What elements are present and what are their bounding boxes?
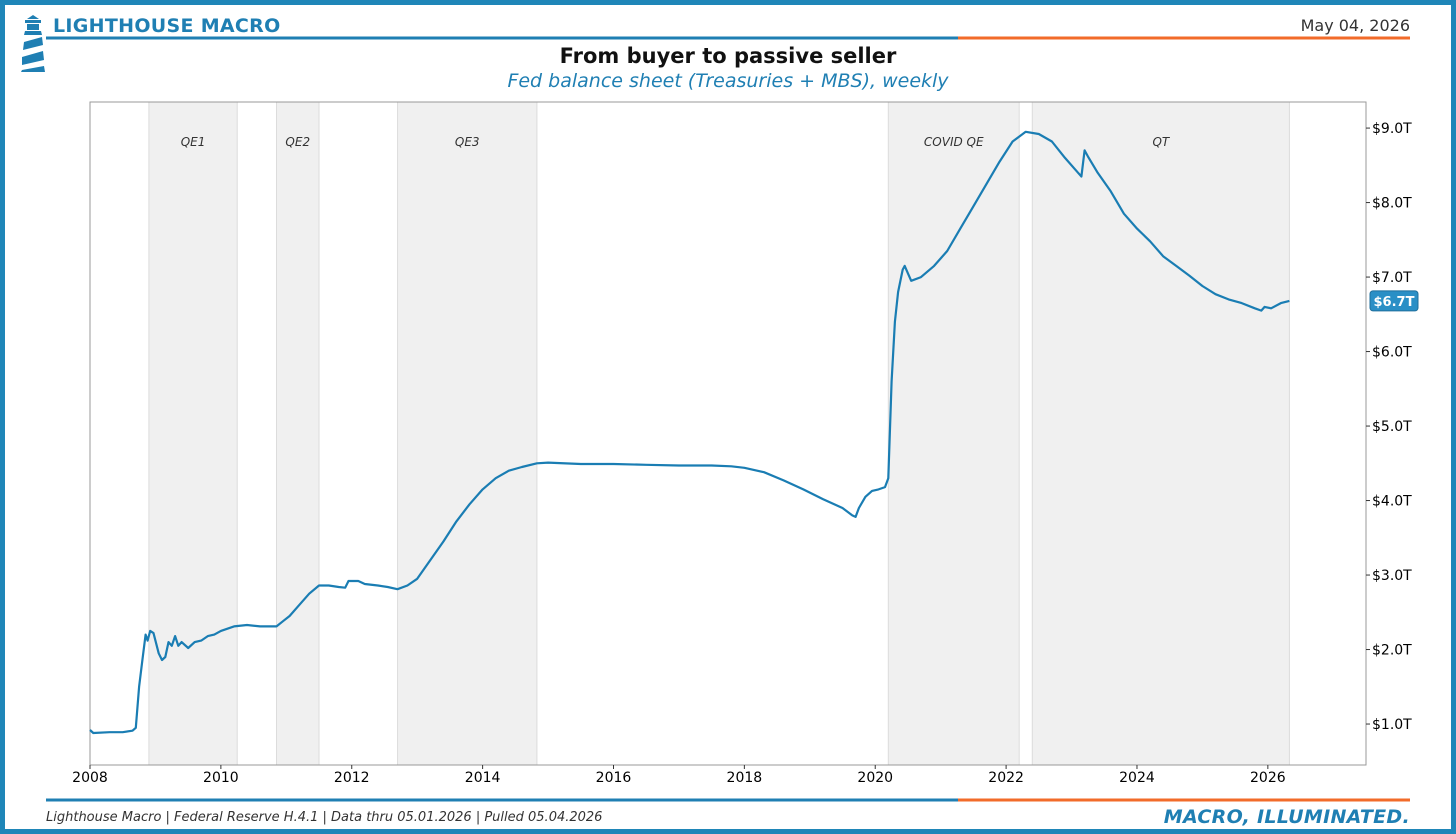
x-tick-label: 2024	[1119, 770, 1155, 786]
shaded-region	[1032, 102, 1290, 765]
y-tick-label: $4.0T	[1372, 494, 1412, 510]
x-tick-label: 2020	[857, 770, 893, 786]
y-tick-label: $1.0T	[1372, 717, 1412, 733]
shaded-region	[148, 102, 238, 765]
x-tick-label: 2016	[596, 770, 632, 786]
plot-area: QE1 QE2 QE3 COVID QE QT 2008 2010 2012 2014 2016 2…	[72, 101, 1419, 786]
report-date: May 04, 2026	[1300, 16, 1410, 35]
region-label: COVID QE	[924, 135, 984, 149]
x-tick-label: 2012	[334, 770, 370, 786]
x-tick-label: 2018	[727, 770, 763, 786]
lighthouse-icon	[21, 15, 45, 72]
region-label: QE3	[455, 135, 480, 149]
shaded-region	[397, 102, 537, 765]
y-tick-label: $5.0T	[1372, 419, 1412, 435]
y-tick-label: $9.0T	[1372, 121, 1412, 137]
y-tick-label: $7.0T	[1372, 270, 1412, 286]
region-label: QT	[1152, 135, 1170, 149]
brand-name: LIGHTHOUSE MACRO	[53, 15, 281, 37]
shaded-region	[276, 102, 320, 765]
chart-subtitle: Fed balance sheet (Treasuries + MBS), we…	[507, 70, 949, 92]
source-note: Lighthouse Macro | Federal Reserve H.4.1…	[46, 810, 603, 825]
x-tick-label: 2014	[465, 770, 501, 786]
x-tick-label: 2026	[1250, 770, 1286, 786]
y-tick-label: $2.0T	[1372, 643, 1412, 659]
last-value-label: $6.7T	[1374, 295, 1415, 310]
last-value-badge	[1369, 290, 1419, 312]
x-tick-label: 2010	[203, 770, 239, 786]
y-tick-label: $3.0T	[1372, 568, 1412, 584]
plot-border	[89, 101, 1367, 766]
series-line	[89, 130, 1290, 735]
region-label: QE1	[181, 135, 206, 149]
x-tick-label: 2008	[72, 770, 108, 786]
region-label: QE2	[285, 135, 310, 149]
chart-title: From buyer to passive seller	[559, 44, 897, 68]
tagline: MACRO, ILLUMINATED.	[1163, 806, 1410, 828]
y-tick-label: $6.0T	[1372, 345, 1412, 361]
x-tick-label: 2022	[988, 770, 1024, 786]
shaded-region	[888, 102, 1020, 765]
y-tick-label: $8.0T	[1372, 196, 1412, 212]
